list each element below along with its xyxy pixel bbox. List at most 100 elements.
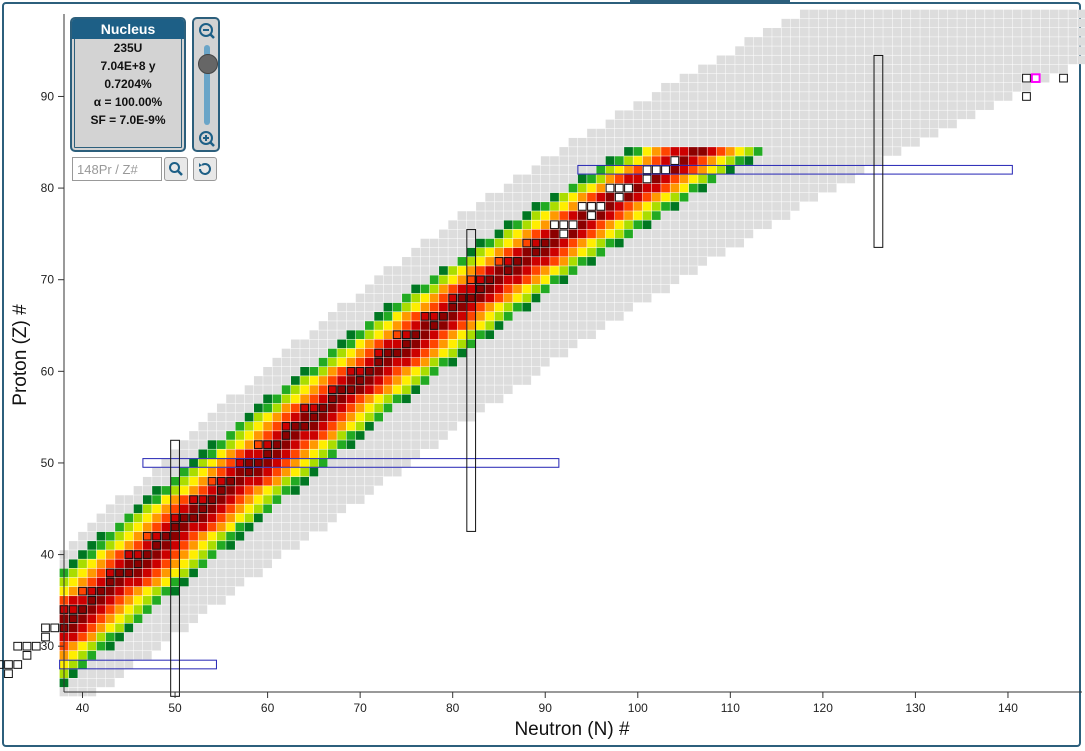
- nuclide-cell: [411, 321, 421, 330]
- stable-nuclide-cell: [13, 660, 23, 669]
- nuclide-cell: [855, 27, 865, 37]
- nuclide-cell: [531, 330, 541, 340]
- nuclide-cell: [948, 37, 957, 46]
- nuclide-cell: [846, 46, 856, 55]
- nuclide-cell: [290, 467, 300, 477]
- nuclide-cell: [781, 156, 791, 165]
- nuclide-cell: [142, 605, 152, 614]
- nuclide-search-input[interactable]: [72, 157, 162, 181]
- stable-nuclide-cell: [13, 641, 23, 651]
- nuclide-cell: [485, 247, 495, 257]
- nuclide-cell: [772, 119, 781, 129]
- nuclide-cell: [383, 266, 393, 275]
- nuclide-cell: [605, 266, 615, 275]
- nuclide-cell: [559, 302, 569, 312]
- nuclide-cell: [716, 211, 726, 220]
- nuclide-cell: [328, 385, 337, 394]
- nuclide-cell: [152, 559, 161, 569]
- nuclide-cell: [688, 229, 698, 239]
- nuclide-cell: [235, 531, 245, 541]
- nuclide-cell: [744, 110, 754, 120]
- zoom-control: [192, 17, 220, 152]
- nuclide-cell: [494, 330, 504, 340]
- nuclide-cell: [818, 55, 828, 65]
- nuclide-cell: [337, 476, 347, 486]
- nuclide-cell: [633, 183, 643, 193]
- nuclide-cell: [328, 513, 337, 523]
- nuclide-cell: [96, 614, 106, 624]
- nuclide-cell: [253, 394, 263, 404]
- search-button[interactable]: [164, 157, 188, 181]
- nuclide-cell: [355, 293, 365, 303]
- nuclide-cell: [365, 293, 374, 303]
- nuclide-cell: [244, 467, 254, 477]
- nuclide-cell: [235, 394, 245, 404]
- nuclide-cell: [938, 101, 948, 110]
- nuclide-cell: [540, 321, 550, 330]
- x-tick-label: 70: [353, 701, 367, 715]
- nuclide-cell: [1068, 46, 1078, 55]
- nuclide-cell: [263, 449, 272, 459]
- nuclide-cell: [216, 440, 226, 449]
- nuclide-cell: [68, 678, 78, 688]
- nuclide-cell: [781, 18, 791, 28]
- nuclide-cell: [1068, 18, 1078, 28]
- stable-nuclide-cell: [328, 394, 337, 404]
- nuclide-cell: [346, 385, 356, 394]
- nuclide-cell: [762, 37, 772, 46]
- reset-button[interactable]: [193, 157, 217, 181]
- nuclide-cell: [272, 376, 282, 385]
- nuclide-cell: [337, 348, 347, 358]
- nuclide-cell: [679, 137, 689, 147]
- nuclide-cell: [485, 366, 495, 376]
- nuclide-cell: [198, 458, 208, 468]
- nuclide-cell: [596, 165, 606, 175]
- nuclide-cell: [837, 9, 846, 19]
- nuclide-cell: [402, 385, 411, 394]
- nuclide-cell: [883, 119, 893, 129]
- nuclide-cell: [337, 440, 347, 449]
- zoom-out-icon[interactable]: [198, 22, 216, 40]
- zoom-slider-thumb[interactable]: [198, 54, 218, 74]
- nuclide-cell: [411, 449, 421, 459]
- nuclide-cell: [374, 275, 384, 285]
- nuclide-cell: [152, 577, 161, 587]
- nuclide-cell: [892, 37, 902, 46]
- nuclide-cell: [374, 302, 384, 312]
- nuclide-cell: [790, 64, 800, 74]
- zoom-in-icon[interactable]: [198, 130, 216, 148]
- nuclide-cell: [328, 486, 337, 495]
- nuclide-cell: [605, 202, 615, 211]
- nuclide-cell: [688, 165, 698, 175]
- nuclide-cell: [513, 293, 522, 303]
- nuclide-cell: [633, 192, 643, 202]
- nuclide-cell: [485, 192, 495, 202]
- zoom-slider-track[interactable]: [204, 45, 210, 125]
- nuclide-cell: [809, 55, 818, 65]
- nuclide-cell: [688, 257, 698, 266]
- nuclide-cell: [318, 513, 328, 523]
- nuclide-cell: [605, 165, 615, 175]
- nuclide-cell: [476, 257, 485, 266]
- nuclide-cell: [827, 92, 837, 101]
- nuclide-cell: [550, 229, 559, 239]
- nuclide-cell: [679, 211, 689, 220]
- nuclide-cell: [170, 467, 180, 477]
- nuclide-cell: [550, 275, 559, 285]
- nuclide-cell: [725, 101, 735, 110]
- nuclide-cell: [568, 257, 578, 266]
- nuclide-cell: [485, 394, 495, 404]
- nuclide-cell: [152, 605, 161, 614]
- nuclide-cell: [707, 92, 717, 101]
- nuclide-cell: [864, 82, 874, 92]
- nuclide-cell: [531, 220, 541, 230]
- nuclide-cell: [300, 495, 309, 504]
- nuclide-cell: [670, 174, 680, 184]
- nuclide-cell: [383, 339, 393, 349]
- nuclide-cell: [318, 403, 328, 413]
- nuclide-cell: [281, 486, 291, 495]
- nuclide-cell: [328, 412, 337, 422]
- nuclide-cell: [281, 357, 291, 367]
- nuclide-cell: [124, 651, 134, 660]
